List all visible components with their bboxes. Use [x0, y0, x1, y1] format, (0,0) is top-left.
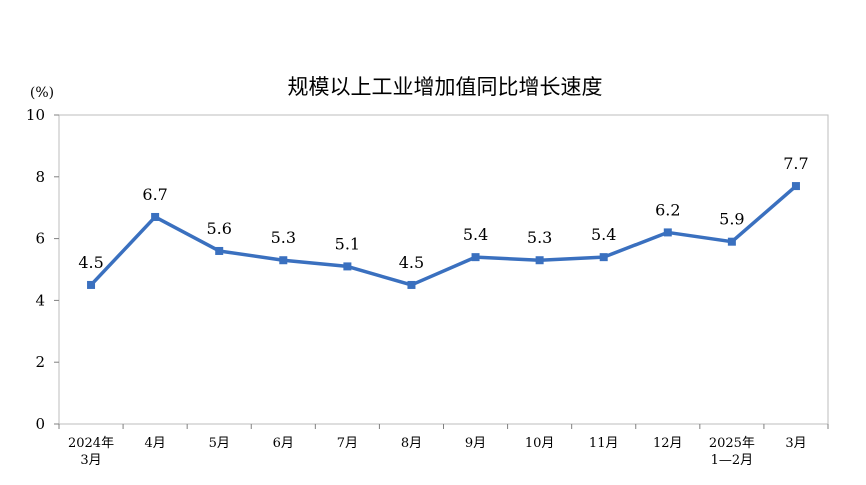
data-label: 5.6 — [206, 219, 231, 238]
series-line — [89, 184, 798, 287]
y-axis-unit: (%) — [30, 85, 54, 101]
x-tick-label: 11月 — [589, 436, 619, 451]
data-point-marker — [151, 212, 160, 221]
y-tick-label: 6 — [35, 230, 45, 248]
y-tick-label: 0 — [35, 415, 45, 433]
x-tick-label: 12月 — [653, 436, 683, 451]
x-tick-label: 5月 — [209, 436, 230, 451]
y-tick-label: 2 — [35, 353, 45, 371]
data-point-marker — [663, 228, 672, 237]
x-tick-label: 3月 — [80, 453, 101, 468]
data-label: 6.7 — [142, 185, 167, 204]
data-label: 5.9 — [719, 210, 744, 229]
data-label: 5.1 — [335, 234, 360, 253]
x-tick-label: 4月 — [144, 436, 165, 451]
data-label: 4.5 — [399, 253, 424, 272]
data-point-marker — [471, 253, 480, 262]
x-tick-label: 6月 — [273, 436, 294, 451]
data-point-marker — [599, 253, 608, 262]
data-label: 5.4 — [591, 225, 616, 244]
x-tick-label: 2024年 — [68, 436, 114, 451]
x-tick-label: 10月 — [525, 436, 555, 451]
chart-title: 规模以上工业增加值同比增长速度 — [288, 75, 603, 99]
x-tick-label: 8月 — [401, 436, 422, 451]
y-tick-label: 4 — [35, 291, 45, 309]
x-tick-label: 2025年 — [709, 436, 755, 451]
data-label: 5.3 — [271, 228, 296, 247]
x-tick-label: 3月 — [785, 436, 806, 451]
data-point-marker — [407, 280, 416, 289]
x-tick-label: 7月 — [337, 436, 358, 451]
data-point-marker — [727, 237, 736, 246]
data-point-marker — [279, 256, 288, 265]
data-label: 6.2 — [655, 200, 680, 219]
data-label: 4.5 — [78, 253, 103, 272]
data-label: 5.4 — [463, 225, 488, 244]
data-label: 5.3 — [527, 228, 552, 247]
data-point-marker — [87, 280, 96, 289]
data-point-marker — [791, 182, 800, 191]
x-tick-label: 9月 — [465, 436, 486, 451]
data-point-marker — [343, 262, 352, 271]
data-point-marker — [535, 256, 544, 265]
x-tick-label: 1—2月 — [711, 453, 754, 468]
data-label: 7.7 — [783, 154, 808, 173]
data-point-marker — [215, 246, 224, 255]
y-tick-label: 10 — [26, 106, 45, 124]
y-tick-label: 8 — [35, 168, 45, 186]
